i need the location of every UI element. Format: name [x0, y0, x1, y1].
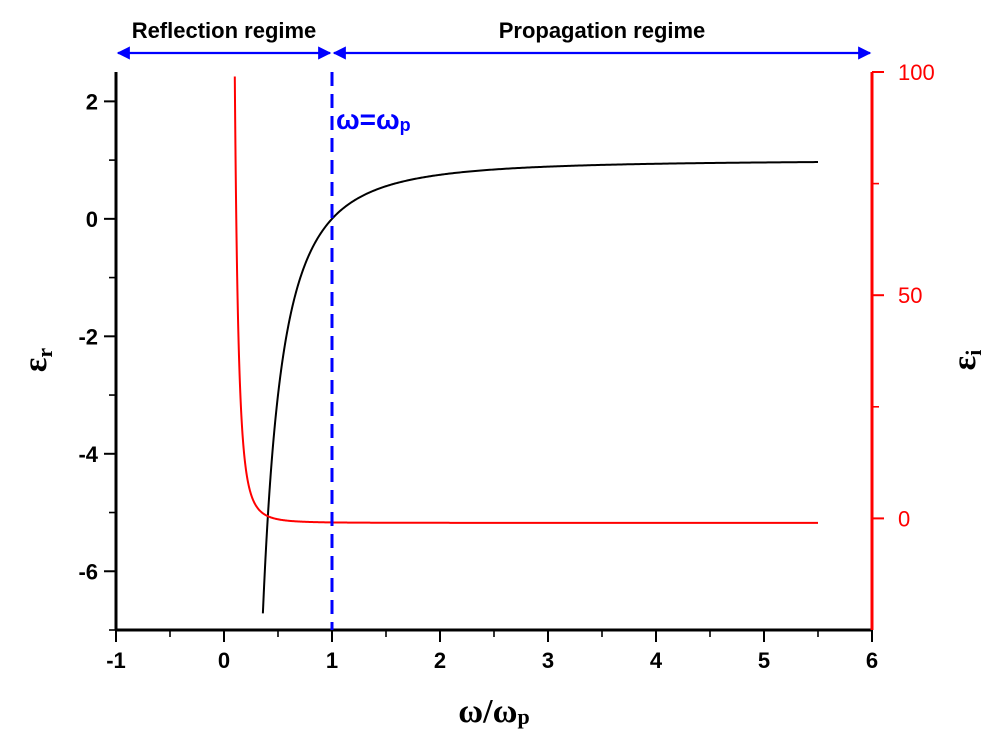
series-layer	[233, 72, 819, 630]
x-tick-label-7: 6	[866, 648, 878, 673]
y-right-tick-label-2: 100	[898, 60, 935, 85]
y-right-tick-label-0: 0	[898, 506, 910, 531]
y-left-tick-label-3: 0	[86, 207, 98, 232]
y-left-axis-title: εr	[17, 348, 57, 373]
y-left-axis-title-group: εr	[17, 348, 57, 373]
series-eps-i-line	[233, 76, 818, 524]
x-tick-label-1: 0	[218, 648, 230, 673]
labels-layer: ω=ωp ω/ωp εr εi	[17, 104, 986, 729]
marker-label: ω=ωp	[336, 104, 411, 135]
x-tick-label-5: 4	[650, 648, 663, 673]
x-tick-label-2: 1	[326, 648, 338, 673]
y-left-tick-label-0: -6	[78, 559, 98, 584]
x-tick-label-3: 2	[434, 648, 446, 673]
y-right-axis-title-group: εi	[946, 350, 986, 371]
y-left-tick-label-2: -2	[78, 324, 98, 349]
regime-label-1: Propagation regime	[499, 18, 706, 43]
x-tick-label-4: 3	[542, 648, 554, 673]
regimes-layer: Reflection regime Propagation regime	[116, 18, 872, 60]
y-left-tick-label-1: -4	[78, 442, 98, 467]
y-right-tick-label-1: 50	[898, 283, 922, 308]
y-right-axis-title: εi	[946, 350, 986, 371]
axes-layer: -1 0 1 2 3 4 5 6 -6 -4 -2 0 2 0 50 100	[78, 60, 934, 673]
x-tick-label-0: -1	[106, 648, 126, 673]
y-left-tick-label-4: 2	[86, 89, 98, 114]
x-tick-label-6: 5	[758, 648, 770, 673]
series-eps-r-line	[261, 161, 819, 614]
x-axis-title: ω/ωp	[458, 693, 529, 729]
regime-label-0: Reflection regime	[132, 18, 317, 43]
